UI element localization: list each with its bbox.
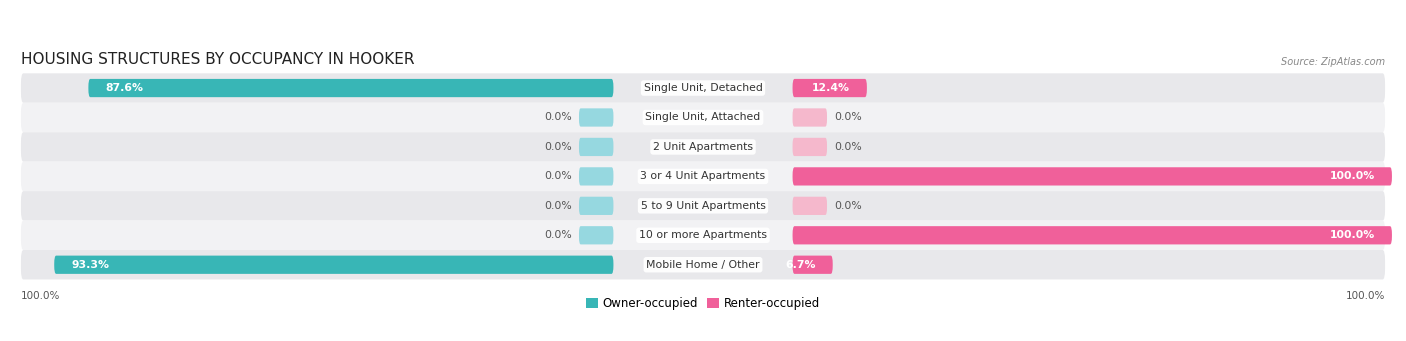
FancyBboxPatch shape <box>55 256 613 274</box>
Text: 0.0%: 0.0% <box>834 113 862 122</box>
Text: 93.3%: 93.3% <box>72 260 110 270</box>
FancyBboxPatch shape <box>793 256 832 274</box>
Text: 6.7%: 6.7% <box>785 260 815 270</box>
Text: 0.0%: 0.0% <box>544 230 572 240</box>
Text: 3 or 4 Unit Apartments: 3 or 4 Unit Apartments <box>641 172 765 181</box>
FancyBboxPatch shape <box>793 108 827 127</box>
FancyBboxPatch shape <box>579 138 613 156</box>
Text: Single Unit, Attached: Single Unit, Attached <box>645 113 761 122</box>
FancyBboxPatch shape <box>579 226 613 244</box>
Text: 10 or more Apartments: 10 or more Apartments <box>638 230 768 240</box>
Text: 2 Unit Apartments: 2 Unit Apartments <box>652 142 754 152</box>
FancyBboxPatch shape <box>21 162 1385 191</box>
FancyBboxPatch shape <box>21 73 1385 103</box>
FancyBboxPatch shape <box>21 191 1385 221</box>
FancyBboxPatch shape <box>793 167 1392 186</box>
Text: Single Unit, Detached: Single Unit, Detached <box>644 83 762 93</box>
Text: 0.0%: 0.0% <box>544 142 572 152</box>
Text: 100.0%: 100.0% <box>1330 230 1375 240</box>
Text: 100.0%: 100.0% <box>1346 291 1385 301</box>
Text: Source: ZipAtlas.com: Source: ZipAtlas.com <box>1281 57 1385 68</box>
Text: 12.4%: 12.4% <box>811 83 849 93</box>
Text: 0.0%: 0.0% <box>544 201 572 211</box>
Text: 5 to 9 Unit Apartments: 5 to 9 Unit Apartments <box>641 201 765 211</box>
FancyBboxPatch shape <box>793 79 868 97</box>
FancyBboxPatch shape <box>579 197 613 215</box>
FancyBboxPatch shape <box>21 250 1385 280</box>
FancyBboxPatch shape <box>21 221 1385 250</box>
Text: 0.0%: 0.0% <box>834 201 862 211</box>
Text: 100.0%: 100.0% <box>1330 172 1375 181</box>
Text: HOUSING STRUCTURES BY OCCUPANCY IN HOOKER: HOUSING STRUCTURES BY OCCUPANCY IN HOOKE… <box>21 53 415 68</box>
FancyBboxPatch shape <box>579 108 613 127</box>
Text: 0.0%: 0.0% <box>544 172 572 181</box>
FancyBboxPatch shape <box>579 167 613 186</box>
Text: 0.0%: 0.0% <box>544 113 572 122</box>
Legend: Owner-occupied, Renter-occupied: Owner-occupied, Renter-occupied <box>581 293 825 315</box>
FancyBboxPatch shape <box>21 132 1385 162</box>
Text: 0.0%: 0.0% <box>834 142 862 152</box>
FancyBboxPatch shape <box>793 226 1392 244</box>
FancyBboxPatch shape <box>21 103 1385 132</box>
FancyBboxPatch shape <box>793 138 827 156</box>
Text: Mobile Home / Other: Mobile Home / Other <box>647 260 759 270</box>
Text: 87.6%: 87.6% <box>105 83 143 93</box>
FancyBboxPatch shape <box>793 197 827 215</box>
Text: 100.0%: 100.0% <box>21 291 60 301</box>
FancyBboxPatch shape <box>89 79 613 97</box>
